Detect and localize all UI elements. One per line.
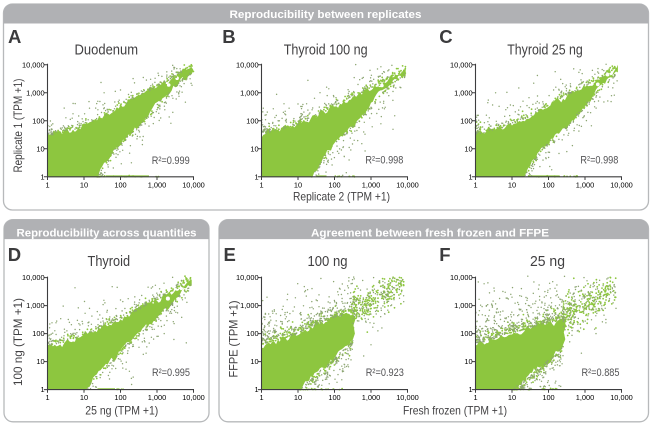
svg-text:10: 10 <box>80 180 88 189</box>
svg-text:10,000: 10,000 <box>236 273 259 282</box>
svg-text:10,000: 10,000 <box>610 393 633 402</box>
svg-text:1,000: 1,000 <box>454 301 473 310</box>
svg-text:100: 100 <box>114 180 126 189</box>
svg-text:Fresh frozen (TPM +1): Fresh frozen (TPM +1) <box>403 404 507 418</box>
svg-text:25 ng: 25 ng <box>530 254 565 270</box>
svg-text:10,000: 10,000 <box>22 273 45 282</box>
svg-text:100: 100 <box>246 329 258 338</box>
svg-text:R²=0.999: R²=0.999 <box>152 155 190 167</box>
svg-text:A: A <box>8 26 21 47</box>
svg-text:1: 1 <box>259 393 263 402</box>
svg-text:10,000: 10,000 <box>236 60 259 69</box>
svg-text:Replicate 2 (TPM +1): Replicate 2 (TPM +1) <box>293 189 390 203</box>
svg-text:100: 100 <box>328 180 340 189</box>
svg-text:1: 1 <box>40 385 44 394</box>
svg-text:10,000: 10,000 <box>182 393 205 402</box>
svg-text:D: D <box>8 244 21 265</box>
svg-text:10,000: 10,000 <box>610 180 633 189</box>
svg-text:1: 1 <box>45 180 49 189</box>
svg-text:B: B <box>222 26 235 47</box>
svg-text:10,000: 10,000 <box>22 60 45 69</box>
svg-text:1: 1 <box>473 393 477 402</box>
svg-text:10: 10 <box>36 357 44 366</box>
svg-text:1: 1 <box>468 172 472 181</box>
svg-text:1,000: 1,000 <box>240 301 259 310</box>
svg-text:1,000: 1,000 <box>362 180 381 189</box>
svg-text:1,000: 1,000 <box>148 180 167 189</box>
svg-text:100: 100 <box>328 393 340 402</box>
svg-text:10,000: 10,000 <box>450 273 473 282</box>
svg-text:1: 1 <box>468 385 472 394</box>
svg-text:E: E <box>224 244 236 265</box>
svg-text:10,000: 10,000 <box>450 60 473 69</box>
svg-text:1,000: 1,000 <box>148 393 167 402</box>
svg-text:10: 10 <box>464 144 472 153</box>
svg-text:1,000: 1,000 <box>454 88 473 97</box>
svg-text:100 ng: 100 ng <box>308 254 348 270</box>
svg-text:1,000: 1,000 <box>576 393 595 402</box>
svg-text:10,000: 10,000 <box>396 180 419 189</box>
svg-text:10: 10 <box>464 357 472 366</box>
svg-text:1: 1 <box>254 172 258 181</box>
svg-text:1: 1 <box>473 180 477 189</box>
svg-text:Reproducibility between replic: Reproducibility between replicates <box>230 9 422 21</box>
svg-text:10: 10 <box>508 180 516 189</box>
svg-text:1,000: 1,000 <box>26 301 45 310</box>
svg-text:10: 10 <box>294 393 302 402</box>
svg-text:R²=0.923: R²=0.923 <box>366 367 404 379</box>
svg-text:1: 1 <box>254 385 258 394</box>
svg-text:R²=0.885: R²=0.885 <box>582 367 620 379</box>
svg-text:1,000: 1,000 <box>362 393 381 402</box>
svg-text:Agreement between fresh frozen: Agreement between fresh frozen and FFPE <box>311 227 549 239</box>
svg-text:100: 100 <box>460 116 472 125</box>
svg-text:R²=0.998: R²=0.998 <box>365 155 403 167</box>
svg-text:100: 100 <box>460 329 472 338</box>
svg-text:1,000: 1,000 <box>240 88 259 97</box>
svg-text:F: F <box>439 244 450 265</box>
svg-text:10: 10 <box>80 393 88 402</box>
svg-text:10: 10 <box>294 180 302 189</box>
svg-text:100: 100 <box>246 116 258 125</box>
svg-text:1: 1 <box>259 180 263 189</box>
svg-text:100: 100 <box>114 393 126 402</box>
svg-text:Thyroid 25 ng: Thyroid 25 ng <box>507 43 583 59</box>
svg-text:100: 100 <box>32 116 44 125</box>
svg-text:R²=0.995: R²=0.995 <box>152 367 190 379</box>
svg-text:Reproducibility across quantit: Reproducibility across quantities <box>17 227 197 239</box>
svg-text:100 ng (TPM +1): 100 ng (TPM +1) <box>11 298 25 386</box>
svg-text:Thyroid 100 ng: Thyroid 100 ng <box>284 43 368 59</box>
svg-text:10: 10 <box>250 144 258 153</box>
svg-text:Replicate 1 (TPM +1): Replicate 1 (TPM +1) <box>11 79 25 173</box>
svg-text:R²=0.998: R²=0.998 <box>580 155 618 167</box>
svg-text:1,000: 1,000 <box>26 88 45 97</box>
svg-text:10,000: 10,000 <box>182 180 205 189</box>
svg-text:10,000: 10,000 <box>396 393 419 402</box>
svg-text:FFPE (TPM +1): FFPE (TPM +1) <box>226 301 240 378</box>
svg-text:10: 10 <box>508 393 516 402</box>
svg-text:100: 100 <box>542 393 554 402</box>
svg-text:C: C <box>439 26 452 47</box>
svg-text:10: 10 <box>36 144 44 153</box>
svg-text:25 ng (TPM +1): 25 ng (TPM +1) <box>85 404 158 418</box>
svg-text:100: 100 <box>542 180 554 189</box>
svg-text:100: 100 <box>32 329 44 338</box>
svg-text:1: 1 <box>45 393 49 402</box>
svg-text:1: 1 <box>40 172 44 181</box>
svg-text:10: 10 <box>250 357 258 366</box>
svg-text:1,000: 1,000 <box>576 180 595 189</box>
svg-text:Duodenum: Duodenum <box>75 43 139 59</box>
svg-text:Thyroid: Thyroid <box>88 254 131 270</box>
